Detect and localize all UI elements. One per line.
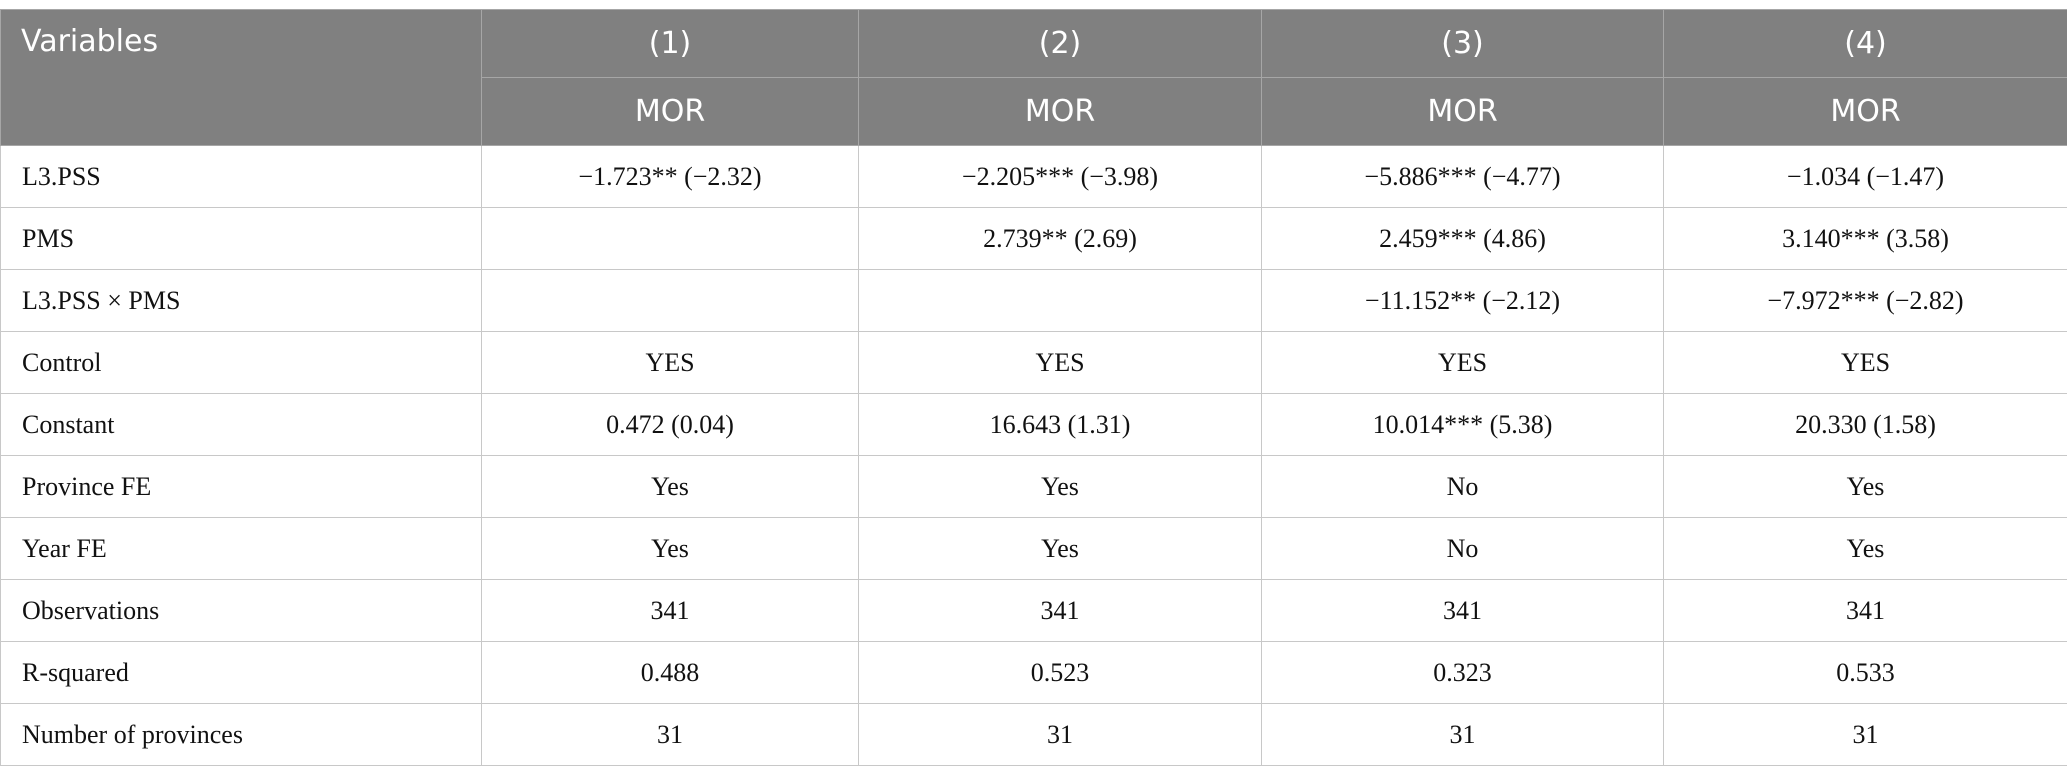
table-cell: YES: [858, 331, 1262, 394]
table-cell: Yes: [481, 455, 859, 518]
table-cell: 341: [1261, 579, 1664, 642]
table-cell: Yes: [481, 517, 859, 580]
table-cell: 3.140*** (3.58): [1663, 207, 2067, 270]
table-cell: Yes: [1663, 517, 2067, 580]
row-label: Constant: [0, 393, 482, 456]
header-cell: MOR: [481, 77, 859, 146]
header-cell: Variables: [0, 9, 482, 146]
table-row: L3.PSS −1.723** (−2.32) −2.205*** (−3.98) −…: [0, 145, 2067, 208]
table-cell: YES: [1261, 331, 1664, 394]
table-cell: Yes: [1663, 455, 2067, 518]
table-cell: 0.523: [858, 641, 1262, 704]
row-label: L3.PSS × PMS: [0, 269, 482, 332]
row-label: PMS: [0, 207, 482, 270]
table-cell: −5.886*** (−4.77): [1261, 145, 1664, 208]
table-row: Number of provinces 31 31 31 31: [0, 703, 2067, 766]
table-row: L3.PSS × PMS −11.152** (−2.12) −7.972*** (…: [0, 269, 2067, 332]
row-label: L3.PSS: [0, 145, 482, 208]
header-cell: (1): [481, 9, 859, 78]
header-cell: MOR: [858, 77, 1262, 146]
table-cell: 31: [1261, 703, 1664, 766]
table-cell: 0.488: [481, 641, 859, 704]
table-cell: −2.205*** (−3.98): [858, 145, 1262, 208]
table-cell: YES: [1663, 331, 2067, 394]
table-body: L3.PSS −1.723** (−2.32) −2.205*** (−3.98) −…: [0, 145, 2067, 766]
table-row: Constant 0.472 (0.04) 16.643 (1.31) 10.014*…: [0, 393, 2067, 456]
table-cell: Yes: [858, 517, 1262, 580]
row-label: Observations: [0, 579, 482, 642]
row-label: Year FE: [0, 517, 482, 580]
header-cell: (3): [1261, 9, 1664, 78]
table-cell: 2.739** (2.69): [858, 207, 1262, 270]
table-row: Control YES YES YES YES: [0, 331, 2067, 394]
table-row: Observations 341 341 341 341: [0, 579, 2067, 642]
row-label: Province FE: [0, 455, 482, 518]
table-cell: 341: [858, 579, 1262, 642]
table-cell: No: [1261, 517, 1664, 580]
table-cell: YES: [481, 331, 859, 394]
table-row: Year FE Yes Yes No Yes: [0, 517, 2067, 580]
table-cell: 2.459*** (4.86): [1261, 207, 1664, 270]
table-cell: 341: [481, 579, 859, 642]
table-row: Province FE Yes Yes No Yes: [0, 455, 2067, 518]
table-row: PMS 2.739** (2.69) 2.459*** (4.86) 3.140***…: [0, 207, 2067, 270]
table-cell: 31: [858, 703, 1262, 766]
table-cell: 10.014*** (5.38): [1261, 393, 1664, 456]
table-cell: No: [1261, 455, 1664, 518]
header-cell: (4): [1663, 9, 2067, 78]
regression-table: Variables (1) (2) (3) (4) MOR MOR MOR MOR L3.P…: [0, 9, 2067, 766]
table-cell: 20.330 (1.58): [1663, 393, 2067, 456]
table-cell: 16.643 (1.31): [858, 393, 1262, 456]
table-cell: −1.723** (−2.32): [481, 145, 859, 208]
row-label: R-squared: [0, 641, 482, 704]
table-cell: [481, 207, 859, 270]
table-cell: 31: [481, 703, 859, 766]
table-cell: 31: [1663, 703, 2067, 766]
header-cell: MOR: [1663, 77, 2067, 146]
header-cell: MOR: [1261, 77, 1664, 146]
header-cell: (2): [858, 9, 1262, 78]
table-cell: Yes: [858, 455, 1262, 518]
table-cell: [858, 269, 1262, 332]
table-header: Variables (1) (2) (3) (4) MOR MOR MOR MOR: [0, 9, 2067, 146]
table-row: R-squared 0.488 0.523 0.323 0.533: [0, 641, 2067, 704]
table-cell: −7.972*** (−2.82): [1663, 269, 2067, 332]
row-label: Number of provinces: [0, 703, 482, 766]
header-row: Variables (1) (2) (3) (4): [0, 9, 2067, 146]
table-cell: [481, 269, 859, 332]
table-cell: 0.533: [1663, 641, 2067, 704]
table-cell: −11.152** (−2.12): [1261, 269, 1664, 332]
row-label: Control: [0, 331, 482, 394]
table-cell: 0.472 (0.04): [481, 393, 859, 456]
header-row: MOR MOR MOR MOR: [1, 77, 2067, 146]
table-cell: −1.034 (−1.47): [1663, 145, 2067, 208]
table-cell: 341: [1663, 579, 2067, 642]
table-cell: 0.323: [1261, 641, 1664, 704]
